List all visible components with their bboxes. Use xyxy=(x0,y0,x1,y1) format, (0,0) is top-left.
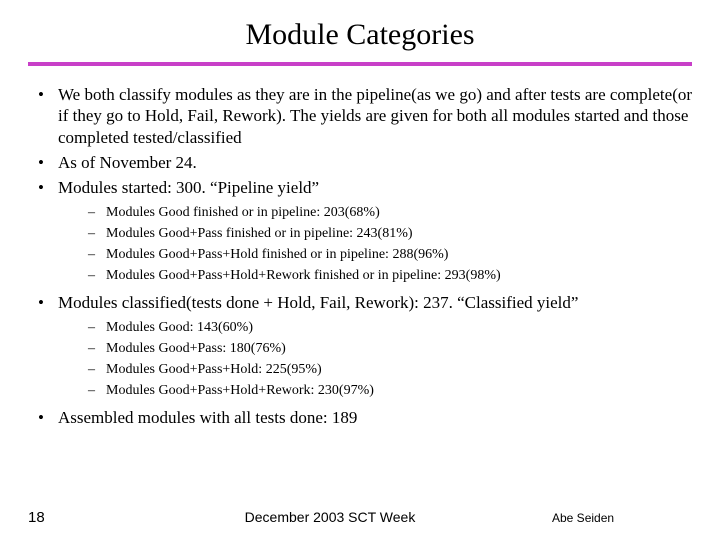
sub-bullet-item: Modules Good finished or in pipeline: 20… xyxy=(86,204,692,223)
page-number: 18 xyxy=(28,509,108,526)
footer: 18 December 2003 SCT Week Abe Seiden xyxy=(0,509,720,526)
sub-bullet-item: Modules Good+Pass finished or in pipelin… xyxy=(86,225,692,244)
sub-bullet-item: Modules Good+Pass+Hold: 225(95%) xyxy=(86,361,692,380)
bullet-item: Modules started: 300. “Pipeline yield” M… xyxy=(34,177,692,286)
slide-title: Module Categories xyxy=(28,18,692,52)
footer-center-text: December 2003 SCT Week xyxy=(108,509,552,525)
footer-author: Abe Seiden xyxy=(552,511,692,525)
bullet-list: We both classify modules as they are in … xyxy=(28,84,692,428)
sub-bullet-item: Modules Good+Pass+Hold+Rework: 230(97%) xyxy=(86,382,692,401)
sub-bullet-list: Modules Good: 143(60%) Modules Good+Pass… xyxy=(58,319,692,401)
bullet-item: We both classify modules as they are in … xyxy=(34,84,692,148)
sub-bullet-item: Modules Good+Pass: 180(76%) xyxy=(86,340,692,359)
title-underline xyxy=(28,62,692,66)
bullet-text: Modules classified(tests done + Hold, Fa… xyxy=(58,293,578,312)
slide: Module Categories We both classify modul… xyxy=(0,0,720,540)
sub-bullet-item: Modules Good+Pass+Hold+Rework finished o… xyxy=(86,267,692,286)
sub-bullet-item: Modules Good+Pass+Hold finished or in pi… xyxy=(86,246,692,265)
bullet-item: As of November 24. xyxy=(34,152,692,173)
sub-bullet-list: Modules Good finished or in pipeline: 20… xyxy=(58,204,692,286)
bullet-text: Modules started: 300. “Pipeline yield” xyxy=(58,178,319,197)
bullet-item: Assembled modules with all tests done: 1… xyxy=(34,407,692,428)
sub-bullet-item: Modules Good: 143(60%) xyxy=(86,319,692,338)
bullet-item: Modules classified(tests done + Hold, Fa… xyxy=(34,292,692,401)
